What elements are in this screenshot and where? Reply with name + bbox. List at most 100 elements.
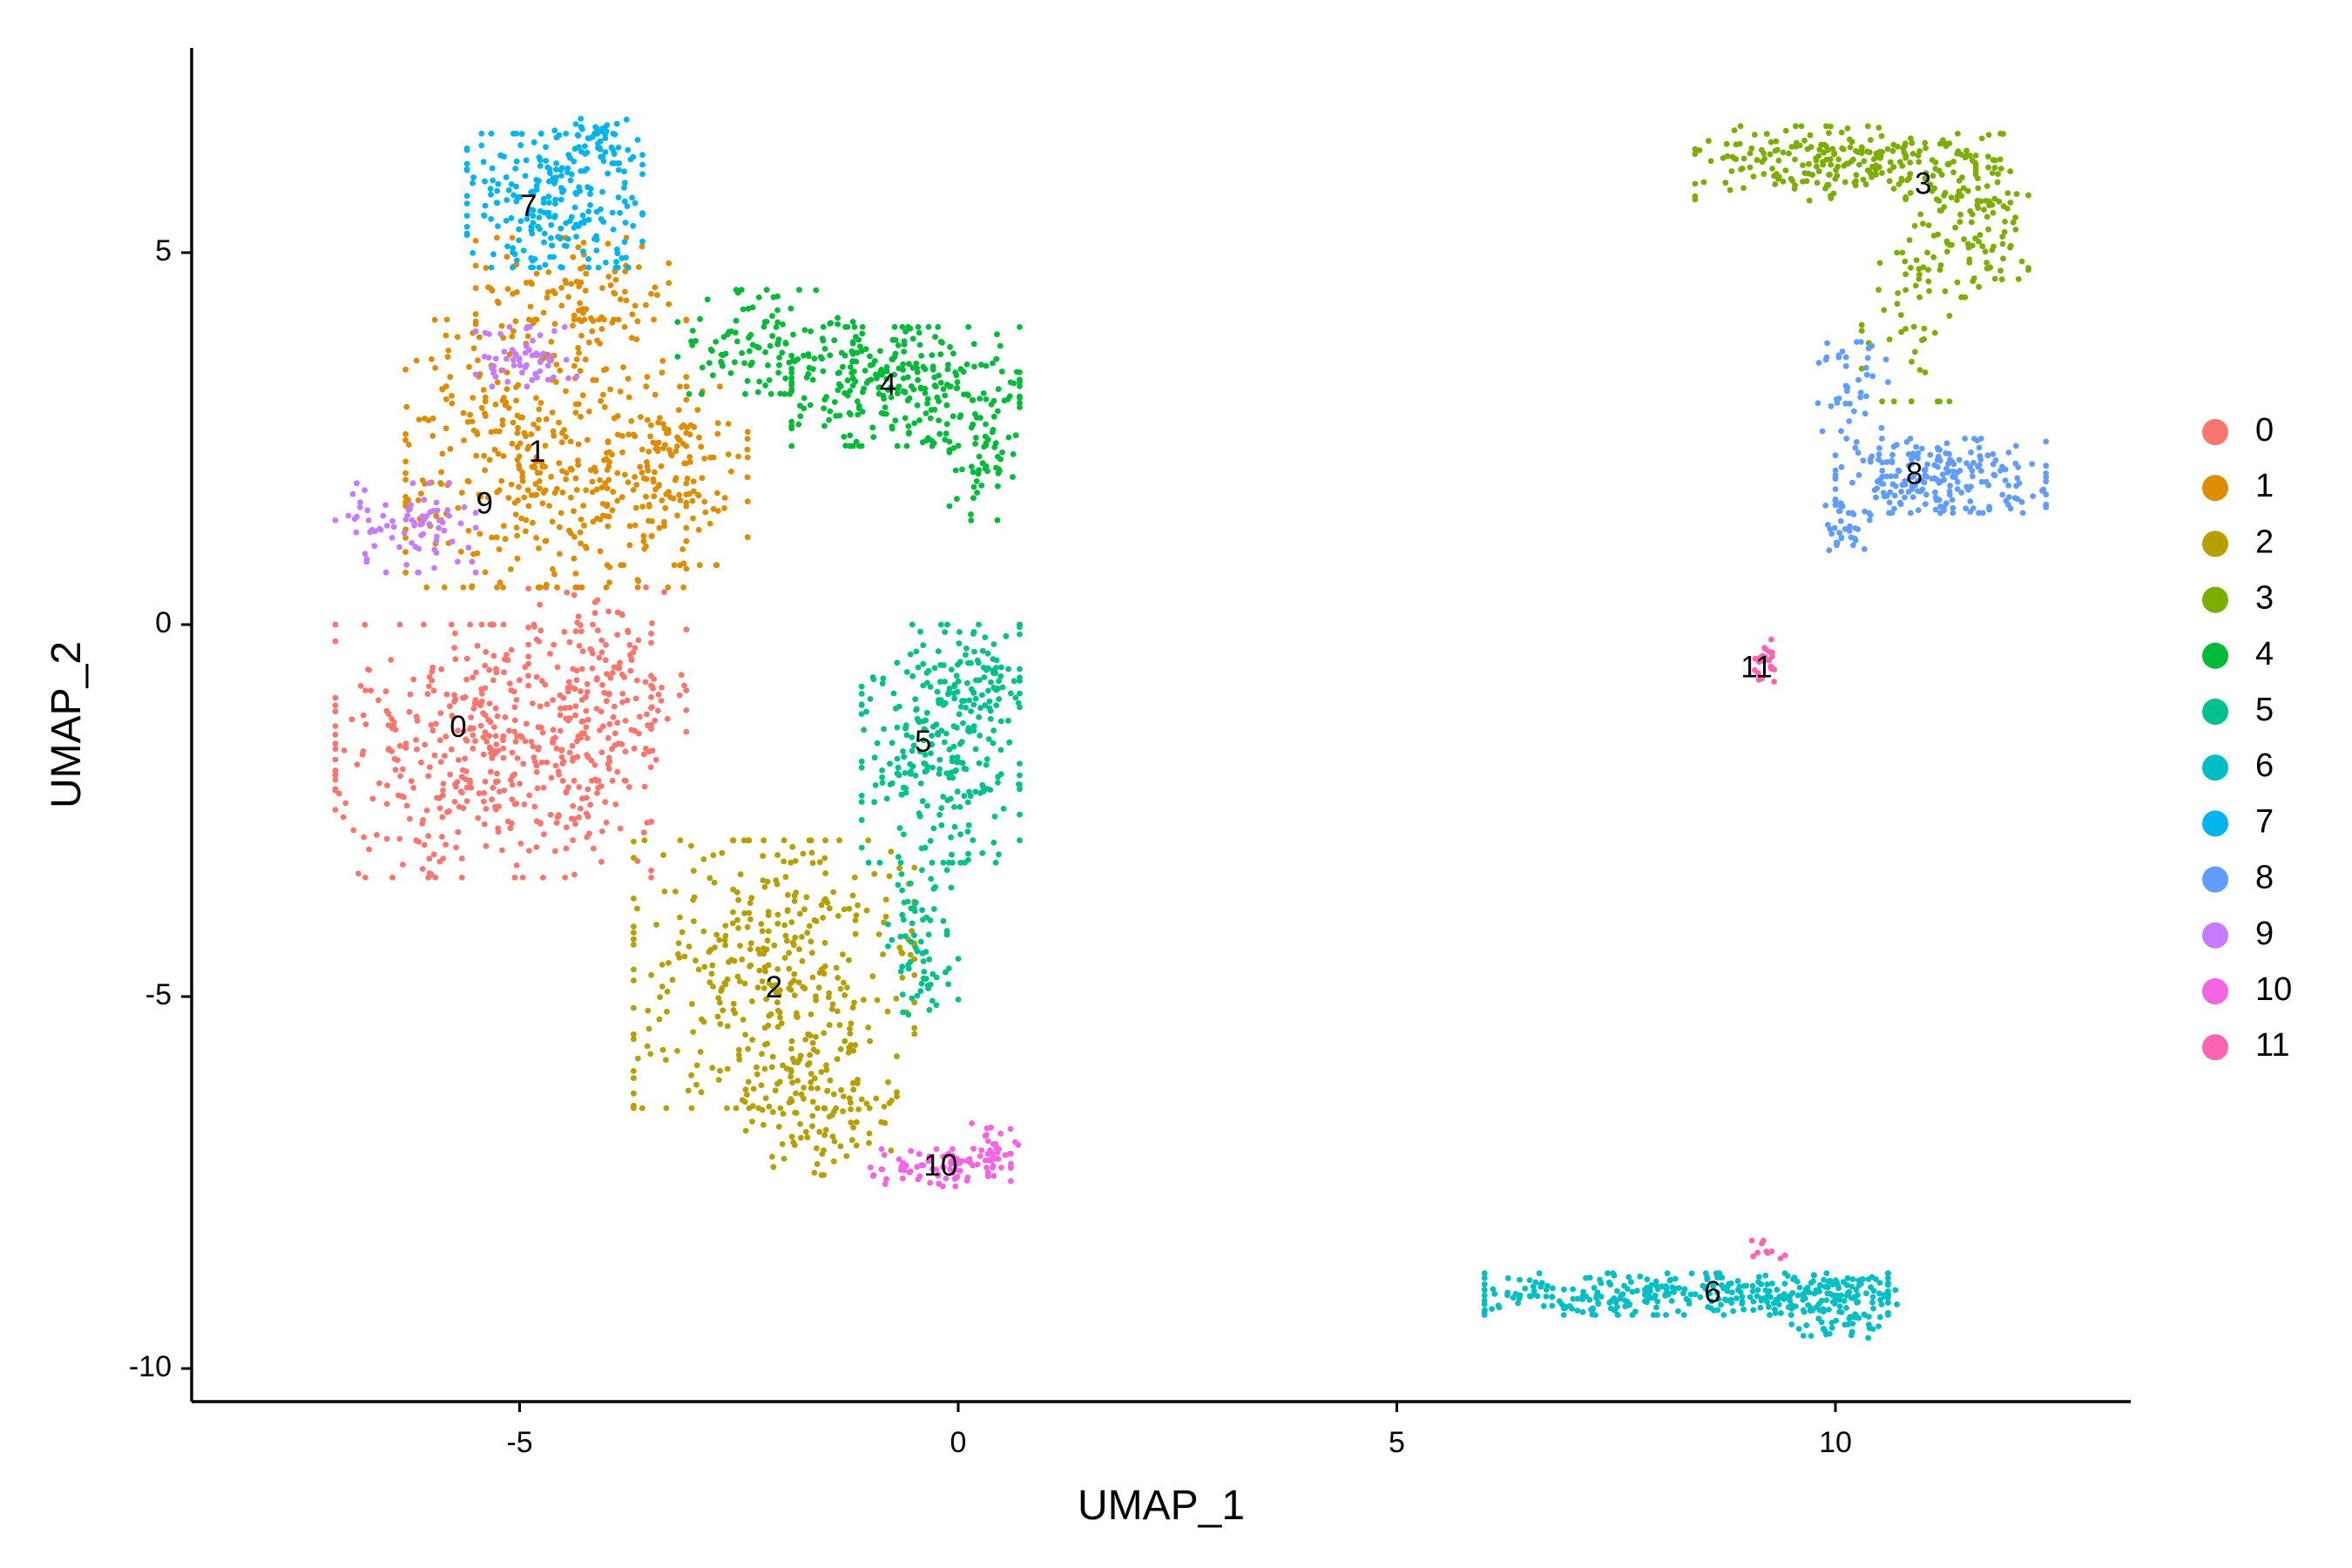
point bbox=[1747, 164, 1754, 171]
point bbox=[1878, 1301, 1885, 1308]
point bbox=[648, 704, 655, 711]
point bbox=[575, 132, 582, 139]
point bbox=[332, 807, 339, 813]
point bbox=[829, 1133, 836, 1139]
point bbox=[1808, 1333, 1815, 1339]
point bbox=[566, 639, 573, 645]
point bbox=[954, 754, 961, 760]
point bbox=[605, 274, 612, 280]
point bbox=[1828, 531, 1835, 537]
point bbox=[502, 713, 509, 720]
point bbox=[993, 665, 999, 671]
point bbox=[935, 730, 941, 736]
point bbox=[912, 696, 919, 702]
point bbox=[1864, 148, 1870, 155]
point bbox=[1828, 123, 1834, 130]
point bbox=[678, 672, 685, 679]
point bbox=[1549, 1302, 1556, 1309]
point bbox=[882, 1180, 889, 1187]
point bbox=[632, 695, 639, 702]
point bbox=[1842, 400, 1849, 407]
point bbox=[661, 518, 667, 525]
point bbox=[550, 740, 557, 746]
point bbox=[610, 713, 617, 720]
point bbox=[1908, 135, 1914, 142]
point bbox=[739, 956, 746, 963]
point bbox=[582, 143, 588, 150]
point bbox=[826, 990, 833, 997]
point bbox=[1873, 494, 1879, 501]
point bbox=[576, 643, 583, 649]
point bbox=[894, 755, 901, 762]
point bbox=[621, 168, 627, 175]
point bbox=[749, 998, 755, 1004]
point bbox=[785, 891, 791, 898]
point bbox=[931, 406, 938, 413]
point bbox=[527, 303, 534, 310]
point bbox=[559, 490, 566, 496]
point bbox=[1915, 477, 1921, 484]
point bbox=[676, 692, 683, 699]
point bbox=[497, 331, 504, 337]
point bbox=[896, 854, 902, 861]
point bbox=[1815, 360, 1822, 366]
point bbox=[698, 443, 705, 450]
point bbox=[808, 328, 814, 335]
point bbox=[1899, 249, 1906, 256]
point bbox=[954, 788, 961, 795]
point bbox=[1761, 150, 1767, 157]
point bbox=[529, 376, 536, 383]
point bbox=[809, 974, 816, 981]
point bbox=[1855, 376, 1862, 383]
point bbox=[970, 483, 977, 490]
point bbox=[659, 685, 665, 691]
point bbox=[1800, 1296, 1807, 1303]
point bbox=[636, 730, 642, 737]
point bbox=[872, 782, 879, 788]
point bbox=[396, 835, 403, 842]
point bbox=[578, 540, 584, 547]
point bbox=[872, 357, 878, 364]
point bbox=[1860, 176, 1867, 183]
point bbox=[984, 665, 991, 672]
point bbox=[634, 137, 641, 143]
point bbox=[858, 1096, 865, 1103]
point bbox=[997, 718, 1004, 725]
point bbox=[1818, 1319, 1825, 1326]
point bbox=[889, 425, 896, 432]
point bbox=[473, 452, 480, 459]
point bbox=[855, 1106, 862, 1112]
cluster-label-4: 4 bbox=[880, 368, 896, 402]
point bbox=[936, 770, 943, 777]
point bbox=[767, 342, 774, 349]
point bbox=[909, 995, 916, 1002]
point bbox=[530, 743, 537, 750]
point bbox=[1720, 1312, 1727, 1318]
point bbox=[858, 683, 865, 690]
point bbox=[1728, 1289, 1735, 1295]
point bbox=[758, 1082, 765, 1089]
point bbox=[1911, 223, 1918, 229]
point bbox=[916, 341, 923, 348]
point bbox=[590, 377, 597, 383]
cluster-10-points bbox=[867, 1120, 1022, 1190]
point bbox=[1860, 457, 1867, 464]
point bbox=[929, 859, 936, 866]
point bbox=[512, 318, 519, 325]
point bbox=[572, 121, 579, 127]
point bbox=[1961, 236, 1967, 242]
point bbox=[472, 285, 479, 292]
point bbox=[1909, 456, 1915, 463]
point bbox=[1858, 321, 1865, 328]
point bbox=[578, 115, 585, 122]
point bbox=[460, 584, 467, 591]
point bbox=[619, 699, 625, 706]
point bbox=[732, 359, 738, 366]
point bbox=[585, 339, 592, 346]
point bbox=[948, 884, 955, 891]
point bbox=[1838, 129, 1845, 136]
point bbox=[598, 649, 605, 656]
point bbox=[877, 368, 884, 375]
point bbox=[2030, 493, 2037, 499]
point bbox=[972, 788, 979, 795]
